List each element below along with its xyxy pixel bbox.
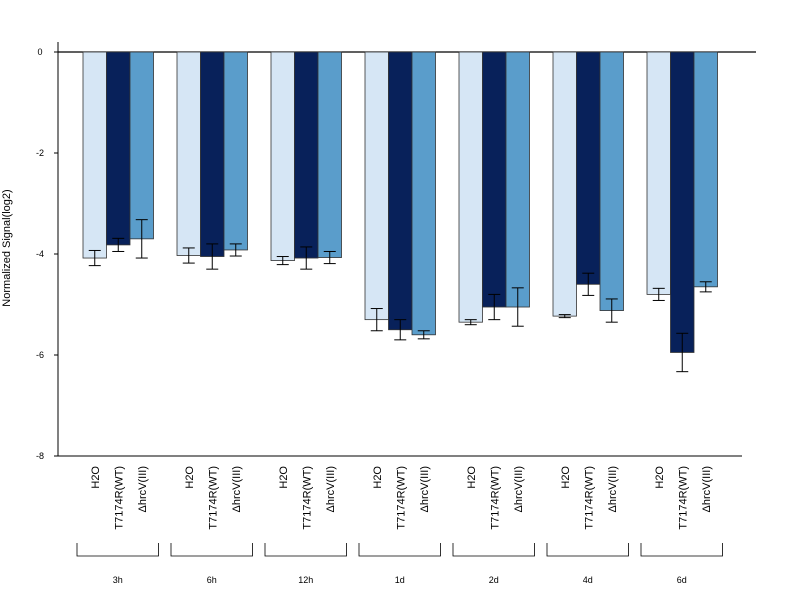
bar xyxy=(129,51,154,240)
group-label: 12h xyxy=(298,575,313,585)
x-tick-label: T7174R(WT) xyxy=(583,466,595,530)
group-bracket xyxy=(358,543,441,557)
bar xyxy=(317,51,342,258)
group-bracket xyxy=(76,543,159,557)
group-bracket xyxy=(640,543,723,557)
bar xyxy=(364,51,389,321)
x-tick-label: ΔhrcV(III) xyxy=(419,466,431,512)
bar xyxy=(106,51,131,246)
bar xyxy=(599,51,624,311)
y-tick-label: -4 xyxy=(36,249,44,259)
bar xyxy=(200,51,225,257)
group-bracket xyxy=(170,543,253,557)
y-axis-label: Normalized Signal(log2) xyxy=(1,189,13,306)
bar xyxy=(670,51,695,353)
x-tick-label: H2O xyxy=(90,466,102,489)
group-label: 3h xyxy=(113,575,123,585)
y-tick-label: 0 xyxy=(37,47,42,57)
bar xyxy=(223,51,248,251)
y-tick-label: -6 xyxy=(36,350,44,360)
x-tick-label: ΔhrcV(III) xyxy=(325,466,337,512)
bar xyxy=(505,51,530,308)
bar xyxy=(552,51,577,317)
bar xyxy=(82,51,107,259)
x-tick-label: ΔhrcV(III) xyxy=(231,466,243,512)
group-label: 6h xyxy=(207,575,217,585)
x-tick-label: H2O xyxy=(560,466,572,489)
x-tick-label: T7174R(WT) xyxy=(207,466,219,530)
bar xyxy=(646,51,671,295)
x-tick-label: T7174R(WT) xyxy=(301,466,313,530)
x-tick-label: H2O xyxy=(278,466,290,489)
bar xyxy=(388,51,413,331)
group-label: 6d xyxy=(677,575,687,585)
y-tick-label: -2 xyxy=(36,148,44,158)
bar xyxy=(411,51,436,336)
x-tick-label: H2O xyxy=(466,466,478,489)
group-label: 1d xyxy=(395,575,405,585)
x-tick-label: ΔhrcV(III) xyxy=(701,466,713,512)
group-label: 2d xyxy=(489,575,499,585)
bar xyxy=(576,51,601,285)
x-tick-label: H2O xyxy=(654,466,666,489)
x-tick-label: ΔhrcV(III) xyxy=(137,466,149,512)
x-tick-label: H2O xyxy=(372,466,384,489)
x-tick-label: T7174R(WT) xyxy=(677,466,689,530)
group-label: 4d xyxy=(583,575,593,585)
x-tick-label: T7174R(WT) xyxy=(395,466,407,530)
bar xyxy=(482,51,507,308)
x-tick-label: T7174R(WT) xyxy=(489,466,501,530)
bar xyxy=(270,51,295,261)
x-tick-label: H2O xyxy=(184,466,196,489)
group-bracket xyxy=(264,543,347,557)
x-tick-label: ΔhrcV(III) xyxy=(513,466,525,512)
bar xyxy=(176,51,201,256)
bar xyxy=(294,51,319,259)
group-bracket xyxy=(452,543,535,557)
y-tick-label: -8 xyxy=(36,451,44,461)
bar xyxy=(693,51,718,288)
x-tick-label: ΔhrcV(III) xyxy=(607,466,619,512)
bar xyxy=(458,51,483,323)
x-tick-label: T7174R(WT) xyxy=(113,466,125,530)
group-bracket xyxy=(546,543,629,557)
